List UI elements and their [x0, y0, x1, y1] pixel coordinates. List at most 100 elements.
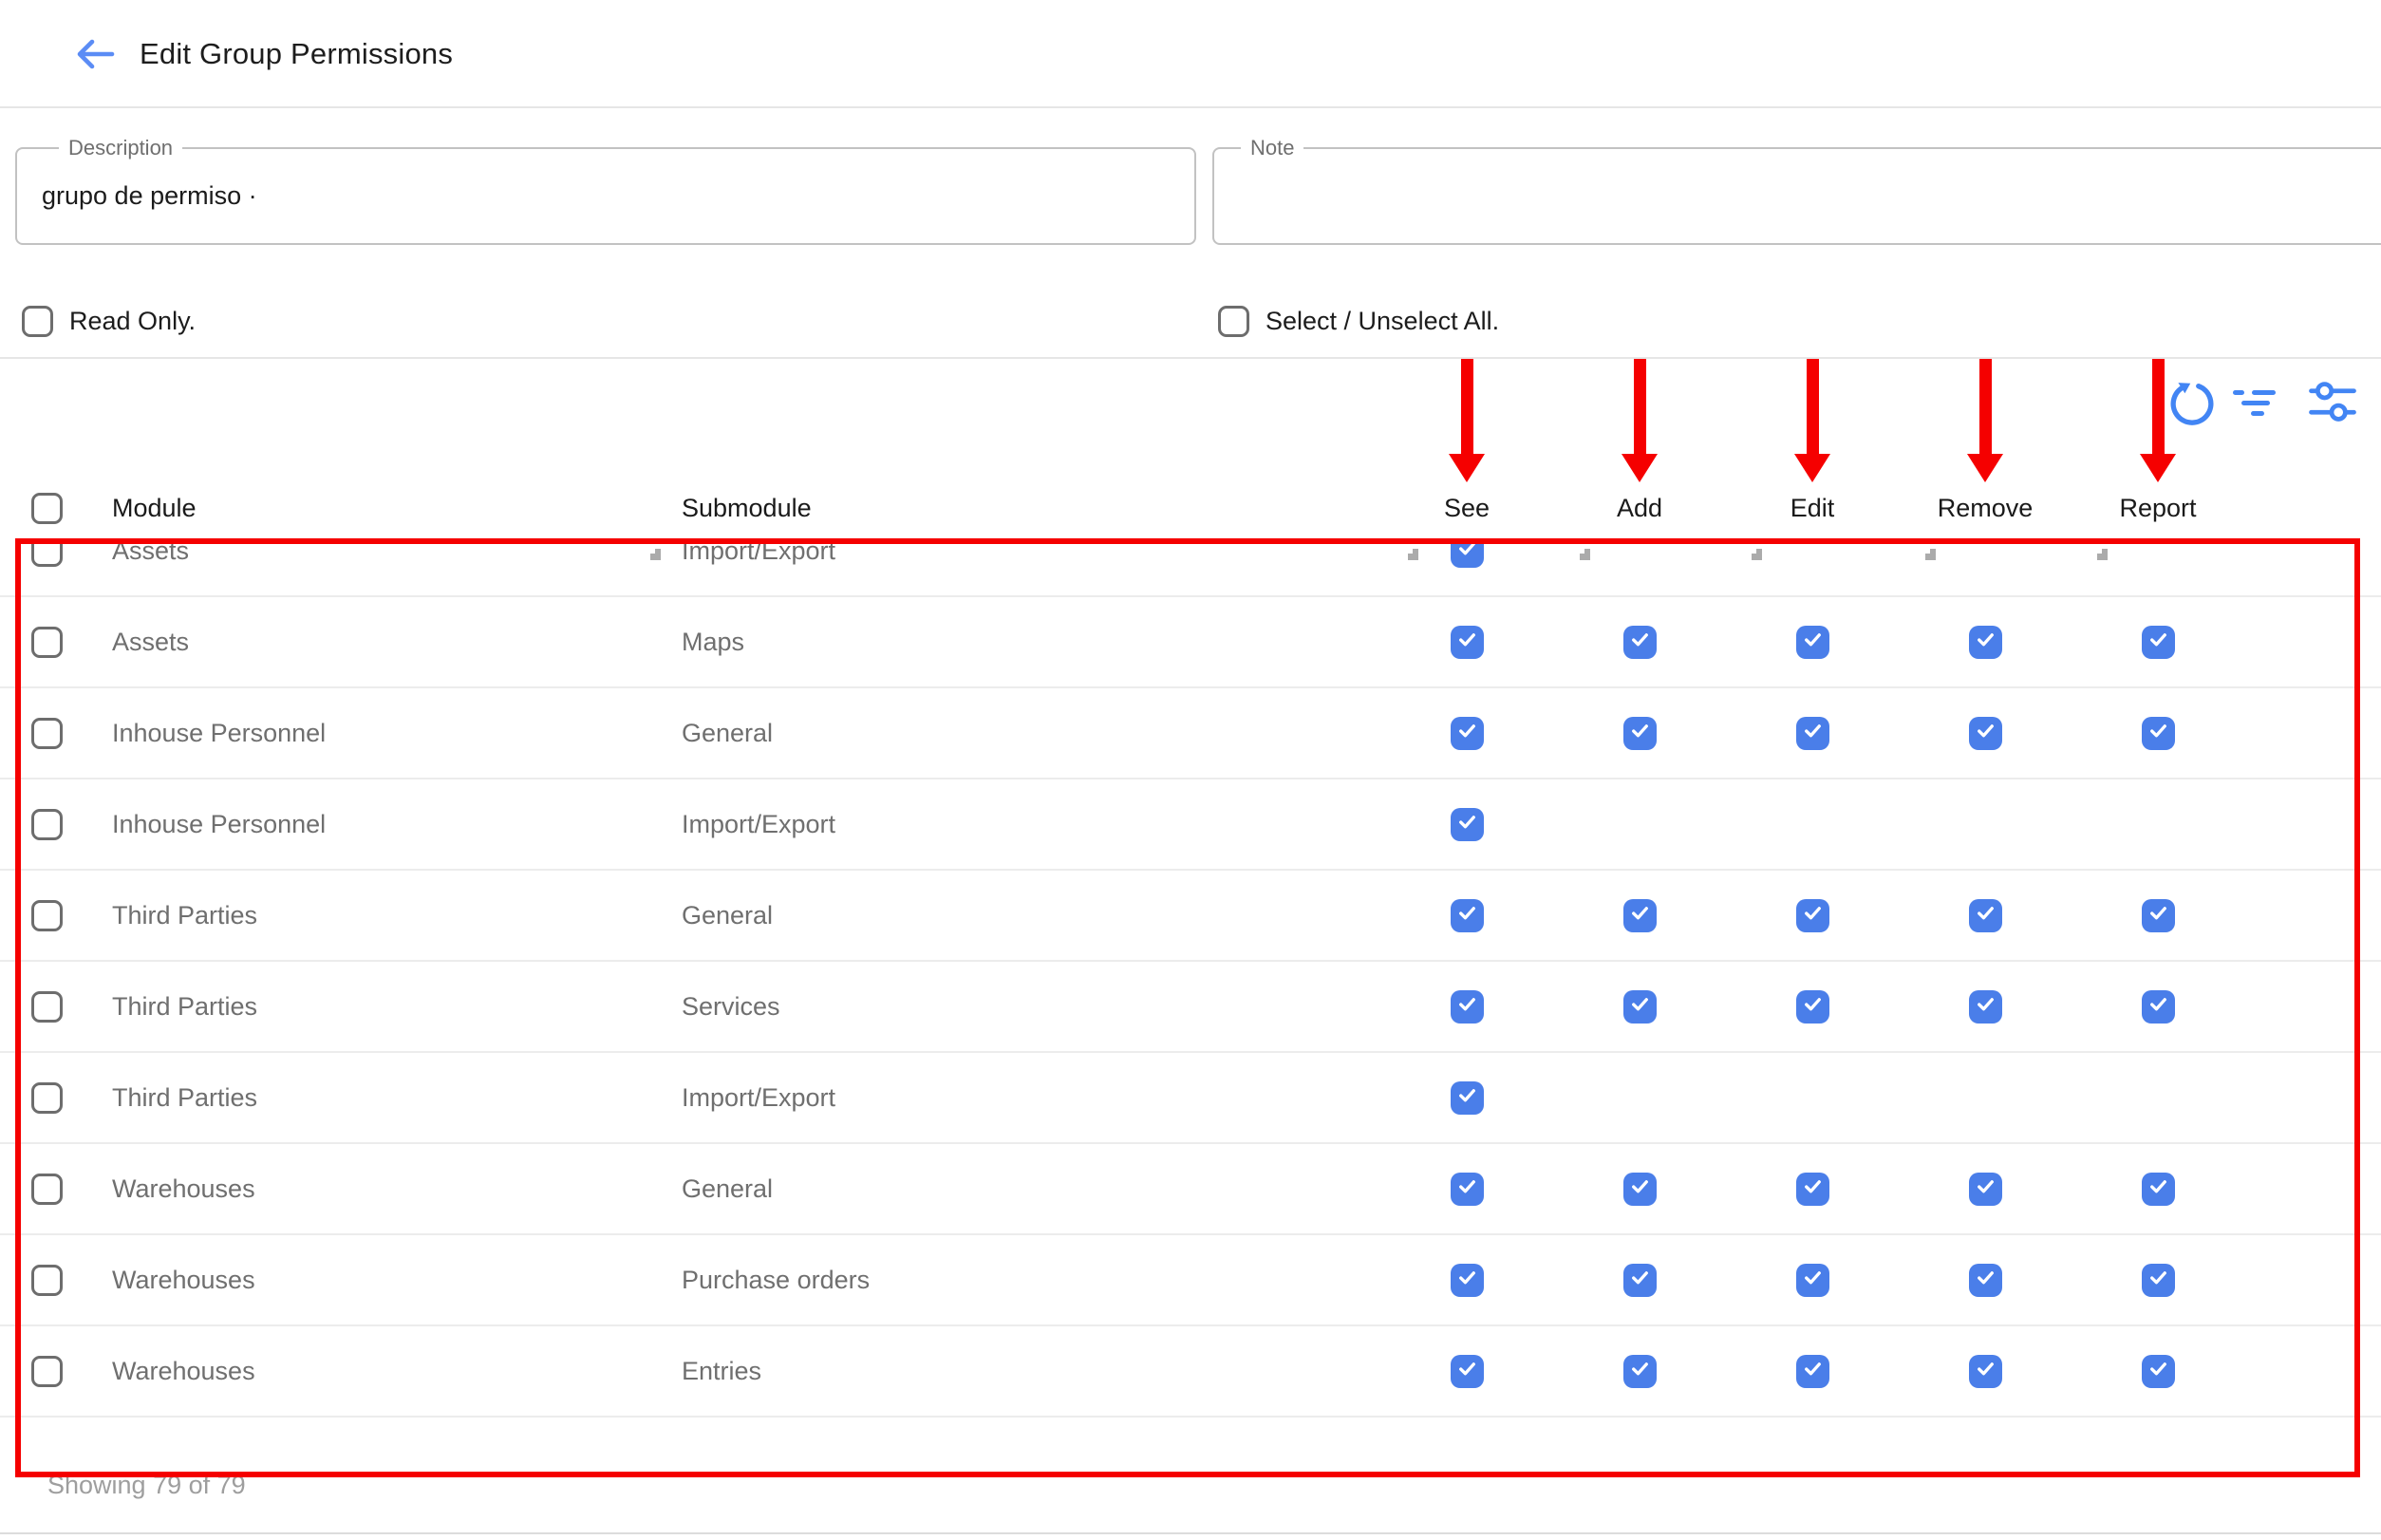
permission-checkbox-checked[interactable]	[2141, 1354, 2175, 1388]
column-header-remove[interactable]: Remove	[1937, 493, 2034, 522]
permission-checkbox-checked[interactable]	[1450, 716, 1484, 750]
permission-cell-add	[1553, 625, 1726, 659]
permission-checkbox-checked[interactable]	[1622, 1172, 1657, 1206]
permission-checkbox-checked[interactable]	[2141, 716, 2175, 750]
column-header-see[interactable]: See	[1443, 493, 1490, 522]
permission-cell-remove	[1899, 989, 2072, 1024]
permission-checkbox-checked[interactable]	[1795, 625, 1829, 659]
permission-checkbox-checked[interactable]	[1622, 898, 1657, 932]
permission-checkbox-checked[interactable]	[2141, 898, 2175, 932]
permission-cell-remove	[1899, 625, 2072, 659]
permission-checkbox-checked[interactable]	[1450, 1080, 1484, 1115]
row-select-checkbox[interactable]	[31, 626, 63, 658]
permission-cell-report	[2072, 989, 2244, 1024]
column-resize-handle[interactable]	[1752, 549, 1762, 560]
column-header-module[interactable]: Module	[112, 493, 197, 522]
table-row: Inhouse Personnel Import/Export	[0, 779, 2381, 871]
permission-checkbox-checked[interactable]	[1968, 716, 2002, 750]
checkmark-icon	[1455, 1083, 1479, 1112]
permission-checkbox-checked[interactable]	[1968, 625, 2002, 659]
column-header-submodule[interactable]: Submodule	[682, 493, 812, 522]
permission-checkbox-checked[interactable]	[1968, 1172, 2002, 1206]
permission-checkbox-checked[interactable]	[2141, 1263, 2175, 1297]
row-module: Assets	[112, 627, 190, 656]
table-row: Third Parties Services	[0, 962, 2381, 1053]
permission-checkbox-checked[interactable]	[1450, 989, 1484, 1024]
permission-checkbox-checked[interactable]	[2141, 625, 2175, 659]
permission-checkbox-checked[interactable]	[1968, 989, 2002, 1024]
permission-checkbox-checked[interactable]	[2141, 989, 2175, 1024]
row-select-checkbox[interactable]	[31, 1173, 63, 1205]
column-resize-handle[interactable]	[2097, 549, 2108, 560]
note-field-label: Note	[1241, 136, 1304, 160]
column-resize-handle[interactable]	[650, 549, 661, 560]
permission-checkbox-checked[interactable]	[1450, 1172, 1484, 1206]
permission-checkbox-checked[interactable]	[1622, 1354, 1657, 1388]
checkmark-icon	[1801, 719, 1825, 747]
permission-checkbox-checked[interactable]	[1968, 898, 2002, 932]
checkmark-icon	[1455, 992, 1479, 1021]
checkmark-icon	[1455, 1266, 1479, 1294]
checkmark-icon	[1628, 628, 1652, 656]
permission-cell-add	[1553, 1354, 1726, 1388]
permission-checkbox-checked[interactable]	[1450, 625, 1484, 659]
permission-checkbox-checked[interactable]	[1450, 1263, 1484, 1297]
permission-cell-report	[2072, 716, 2244, 750]
column-header-edit[interactable]: Edit	[1790, 493, 1835, 522]
row-submodule: General	[682, 1174, 774, 1203]
column-resize-handle[interactable]	[1408, 549, 1418, 560]
refresh-button[interactable]	[2165, 375, 2219, 428]
read-only-checkbox[interactable]	[22, 306, 53, 337]
filter-button[interactable]	[2229, 385, 2286, 423]
row-select-checkbox[interactable]	[31, 717, 63, 749]
permission-checkbox-checked[interactable]	[1450, 542, 1484, 568]
permission-checkbox-checked[interactable]	[1968, 1263, 2002, 1297]
row-select-checkbox[interactable]	[31, 1264, 63, 1296]
permission-checkbox-checked[interactable]	[1450, 898, 1484, 932]
row-select-checkbox[interactable]	[31, 899, 63, 931]
row-select-checkbox[interactable]	[31, 1355, 63, 1387]
select-unselect-all-checkbox[interactable]	[1218, 306, 1249, 337]
row-module: Warehouses	[112, 1174, 255, 1203]
permission-checkbox-checked[interactable]	[1622, 716, 1657, 750]
checkmark-icon	[1628, 1174, 1652, 1203]
permission-checkbox-checked[interactable]	[1795, 716, 1829, 750]
row-select-checkbox[interactable]	[31, 808, 63, 840]
checkmark-icon	[1628, 1357, 1652, 1385]
permission-checkbox-checked[interactable]	[1795, 898, 1829, 932]
permission-checkbox-checked[interactable]	[1450, 807, 1484, 841]
note-input[interactable]	[1214, 181, 2295, 211]
column-resize-handle[interactable]	[1580, 549, 1590, 560]
permission-checkbox-checked[interactable]	[2141, 1172, 2175, 1206]
checkmark-icon	[1455, 1174, 1479, 1203]
permission-cell-see	[1380, 807, 1553, 841]
row-select-checkbox[interactable]	[31, 1081, 63, 1114]
permission-checkbox-checked[interactable]	[1795, 1263, 1829, 1297]
row-select-checkbox[interactable]	[31, 542, 63, 567]
row-submodule: General	[682, 718, 774, 747]
table-viewport[interactable]: Assets Import/Export Assets Maps	[0, 542, 2381, 1472]
permission-checkbox-checked[interactable]	[1622, 989, 1657, 1024]
permission-checkbox-checked[interactable]	[1622, 625, 1657, 659]
column-resize-handle[interactable]	[1925, 549, 1936, 560]
description-input[interactable]	[17, 181, 1101, 211]
checkmark-icon	[1974, 992, 1997, 1021]
tune-filters-button[interactable]	[2307, 376, 2358, 427]
permission-checkbox-checked[interactable]	[1795, 989, 1829, 1024]
permission-checkbox-checked[interactable]	[1450, 1354, 1484, 1388]
back-button[interactable]	[71, 30, 119, 78]
permission-checkbox-checked[interactable]	[1795, 1172, 1829, 1206]
description-field[interactable]: Description	[15, 136, 1196, 245]
table-header: Module Submodule See Add Edit Remove Rep…	[0, 478, 2381, 538]
permission-checkbox-checked[interactable]	[1968, 1354, 2002, 1388]
table-select-all-checkbox[interactable]	[31, 492, 63, 524]
permission-checkbox-checked[interactable]	[1622, 1263, 1657, 1297]
column-header-report[interactable]: Report	[2119, 493, 2197, 522]
row-select-checkbox[interactable]	[31, 990, 63, 1023]
checkmark-icon	[1974, 901, 1997, 930]
permission-cell-edit	[1726, 1172, 1899, 1206]
column-header-add[interactable]: Add	[1616, 493, 1663, 522]
read-only-label: Read Only.	[69, 307, 197, 335]
note-field[interactable]: Note	[1212, 136, 2381, 245]
permission-checkbox-checked[interactable]	[1795, 1354, 1829, 1388]
